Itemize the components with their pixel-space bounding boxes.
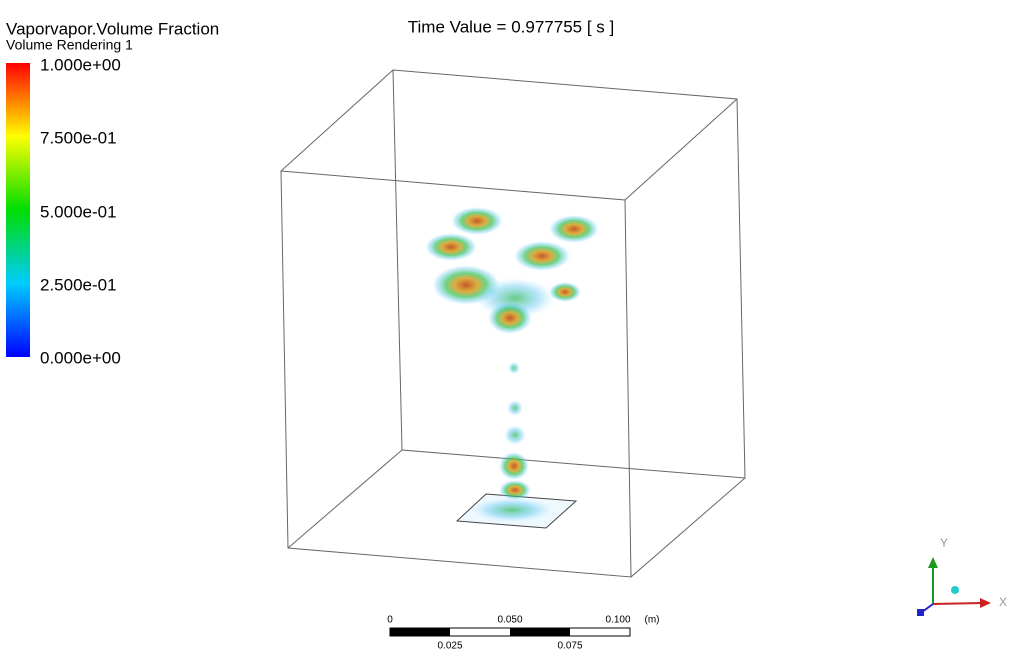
axis-label-x: X bbox=[999, 595, 1007, 609]
legend-label: 2.500e-01 bbox=[40, 275, 117, 294]
legend-subtitle: Volume Rendering 1 bbox=[6, 37, 133, 53]
scale-label: 0.050 bbox=[497, 615, 522, 626]
scale-bar bbox=[389, 627, 631, 637]
legend-label: 0.000e+00 bbox=[40, 348, 121, 367]
axis-label-y: Y bbox=[940, 536, 948, 550]
legend-title: Vaporvapor.Volume Fraction bbox=[6, 19, 219, 38]
scale-label: 0.100 bbox=[605, 615, 630, 626]
legend-label: 7.500e-01 bbox=[40, 128, 117, 147]
legend-label: 1.000e+00 bbox=[40, 55, 121, 74]
volume-rendering bbox=[425, 207, 599, 522]
scale-label: 0.025 bbox=[437, 641, 462, 652]
time-value: Time Value = 0.977755 [ s ] bbox=[408, 17, 614, 36]
scale-unit: (m) bbox=[645, 615, 660, 626]
axis-triad bbox=[917, 557, 991, 616]
scale-label: 0.075 bbox=[557, 641, 582, 652]
scale-label: 0 bbox=[387, 615, 393, 626]
legend-label: 5.000e-01 bbox=[40, 202, 117, 221]
colorbar bbox=[6, 63, 30, 357]
